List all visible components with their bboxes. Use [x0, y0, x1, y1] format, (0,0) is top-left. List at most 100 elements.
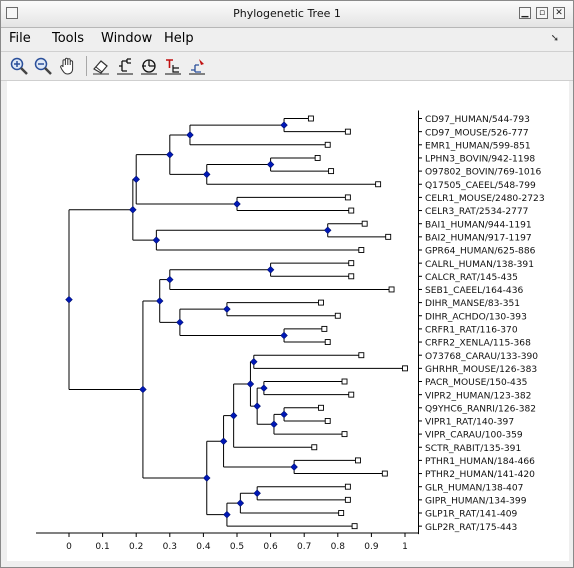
- tree-node[interactable]: [155, 297, 164, 305]
- leaf-label[interactable]: CD97_MOUSE/526-777: [425, 128, 529, 138]
- tree-node[interactable]: [219, 437, 228, 446]
- leaf-label[interactable]: GLP1R_RAT/141-409: [425, 510, 518, 520]
- leaf-marker: [344, 194, 351, 201]
- leaf-label[interactable]: PTHR2_HUMAN/141-420: [425, 470, 535, 480]
- tree-node[interactable]: [246, 380, 255, 388]
- tree-node[interactable]: [166, 150, 174, 159]
- leaf-marker: [324, 141, 331, 148]
- leaf-label[interactable]: GPR64_HUMAN/625-886: [425, 247, 536, 257]
- tree-node[interactable]: [186, 131, 194, 139]
- leaf-marker: [328, 168, 335, 175]
- leaf-marker: [341, 431, 348, 438]
- tree-canvas[interactable]: CD97_HUMAN/544-793 CD97_MOUSE/526-777 EMR1…: [7, 81, 569, 561]
- leaf-label[interactable]: CALCR_RAT/145-435: [425, 273, 518, 283]
- leaf-marker: [385, 233, 392, 240]
- window-menu-box[interactable]: [6, 7, 18, 19]
- minimize-button[interactable]: ▁: [519, 7, 531, 19]
- dock-arrow-icon[interactable]: ➘: [550, 33, 559, 44]
- tree-node[interactable]: [223, 305, 231, 313]
- close-button[interactable]: ✕: [553, 7, 565, 19]
- erase-icon[interactable]: [91, 56, 111, 76]
- tree-node[interactable]: [129, 206, 137, 214]
- leaf-label[interactable]: CELR3_RAT/2534-2777: [425, 207, 529, 217]
- leaf-label[interactable]: CRFR2_XENLA/115-368: [425, 339, 531, 349]
- leaf-marker: [402, 365, 408, 372]
- leaf-marker: [318, 299, 324, 306]
- tree-node[interactable]: [65, 295, 73, 304]
- leaf-label[interactable]: O97802_BOVIN/769-1016: [425, 168, 541, 178]
- leaf-label[interactable]: SEB1_CAEEL/164-436: [425, 286, 523, 296]
- pan-hand-icon[interactable]: [58, 56, 78, 76]
- tree-node[interactable]: [139, 385, 147, 394]
- tree-node[interactable]: [270, 420, 278, 428]
- leaf-marker: [375, 181, 382, 188]
- tree-node[interactable]: [266, 266, 275, 274]
- leaf-label[interactable]: O73768_CARAU/133-390: [425, 352, 538, 362]
- maximize-button[interactable]: ▫: [536, 7, 548, 19]
- leaf-label[interactable]: CRFR1_RAT/116-370: [425, 326, 518, 336]
- leaf-label[interactable]: Q9YHC6_RANRI/126-382: [425, 404, 536, 414]
- tree-node[interactable]: [280, 410, 288, 419]
- leaf-label[interactable]: GLP2R_RAT/175-443: [425, 523, 518, 533]
- tree-node[interactable]: [250, 358, 258, 366]
- leaf-label[interactable]: VIPR_CARAU/100-359: [425, 431, 523, 441]
- axis-tick-label: 0.4: [196, 542, 211, 552]
- leaf-marker: [358, 247, 365, 253]
- leaf-marker: [324, 418, 331, 424]
- leaf-label[interactable]: PACR_MOUSE/150-435: [425, 378, 527, 388]
- tree-rectangular-icon[interactable]: [115, 56, 135, 76]
- leaf-label[interactable]: GHRHR_MOUSE/126-383: [425, 365, 537, 375]
- leaf-label[interactable]: BAI1_HUMAN/944-1191: [425, 220, 532, 230]
- leaf-marker: [321, 325, 328, 332]
- leaf-label[interactable]: DIHR_ACHDO/130-393: [425, 312, 527, 322]
- tree-node[interactable]: [236, 499, 245, 507]
- title-bar[interactable]: Phylogenetic Tree 1 ▁ ▫ ✕: [1, 1, 573, 28]
- tree-node[interactable]: [132, 175, 140, 184]
- leaf-label[interactable]: EMR1_HUMAN/599-851: [425, 141, 531, 151]
- leaf-label[interactable]: VIPR2_HUMAN/123-382: [425, 391, 531, 401]
- tree-node[interactable]: [260, 384, 268, 392]
- tree-node[interactable]: [203, 474, 211, 482]
- leaf-marker: [348, 273, 355, 280]
- tree-node[interactable]: [280, 121, 288, 129]
- leaf-label[interactable]: LPHN3_BOVIN/942-1198: [425, 155, 535, 165]
- menu-help[interactable]: Help: [164, 31, 194, 46]
- tree-node[interactable]: [203, 170, 211, 179]
- menu-tools[interactable]: Tools: [52, 31, 85, 46]
- menu-window[interactable]: Window: [101, 31, 153, 46]
- tree-radial-icon[interactable]: [139, 56, 159, 76]
- tree-node[interactable]: [176, 318, 184, 327]
- leaf-label[interactable]: CD97_HUMAN/544-793: [425, 115, 530, 125]
- leaf-marker: [318, 404, 324, 411]
- phylogenetic-tree[interactable]: CD97_HUMAN/544-793 CD97_MOUSE/526-777 EMR1…: [7, 81, 569, 561]
- tree-node[interactable]: [323, 226, 332, 234]
- tree-color-icon[interactable]: [187, 56, 207, 76]
- tree-node[interactable]: [253, 402, 261, 410]
- tree-node[interactable]: [229, 411, 238, 420]
- leaf-label[interactable]: CALRL_HUMAN/138-391: [425, 260, 534, 270]
- menu-file[interactable]: File: [9, 31, 31, 46]
- tree-node[interactable]: [233, 200, 241, 208]
- leaf-label[interactable]: BAI2_HUMAN/917-1197: [425, 233, 532, 243]
- leaf-label[interactable]: SCTR_RABIT/135-391: [425, 444, 521, 454]
- zoom-out-icon[interactable]: [33, 56, 53, 76]
- leaf-label[interactable]: GIPR_HUMAN/134-399: [425, 496, 527, 506]
- zoom-in-icon[interactable]: [9, 56, 29, 76]
- tree-node[interactable]: [266, 160, 275, 169]
- leaf-label[interactable]: Q17505_CAEEL/548-799: [425, 181, 536, 191]
- tree-node[interactable]: [290, 463, 298, 471]
- leaf-marker: [351, 523, 358, 530]
- leaf-label[interactable]: CELR1_MOUSE/2480-2723: [425, 194, 545, 204]
- tree-node[interactable]: [253, 489, 261, 497]
- tree-node[interactable]: [280, 331, 288, 340]
- tree-label-icon[interactable]: [163, 56, 183, 76]
- leaf-label[interactable]: VIPR1_RAT/140-397: [425, 418, 514, 428]
- leaf-label[interactable]: GLR_HUMAN/138-407: [425, 483, 524, 493]
- leaf-label[interactable]: PTHR1_HUMAN/184-466: [425, 457, 535, 467]
- tree-node[interactable]: [152, 236, 161, 244]
- leaf-marker: [314, 154, 321, 161]
- leaf-label[interactable]: DIHR_MANSE/83-351: [425, 299, 520, 309]
- tree-node[interactable]: [166, 275, 174, 284]
- tree-node[interactable]: [223, 510, 231, 519]
